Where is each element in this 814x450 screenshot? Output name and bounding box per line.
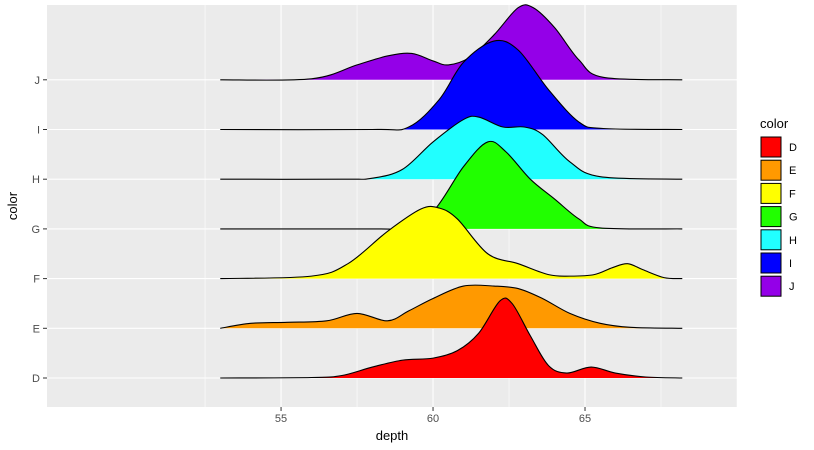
x-tick-label: 55 bbox=[275, 413, 287, 425]
legend-key-H bbox=[760, 229, 782, 251]
legend-label-I: I bbox=[789, 258, 792, 270]
legend-label-J: J bbox=[789, 281, 795, 293]
y-tick-label: F bbox=[33, 274, 40, 286]
y-tick-label: G bbox=[31, 224, 40, 236]
ridge-line-I bbox=[220, 39, 683, 131]
x-axis-title: depth bbox=[376, 428, 409, 443]
y-tick-label: D bbox=[32, 373, 40, 385]
ridge-area-I bbox=[220, 40, 683, 130]
x-tick-label: 65 bbox=[579, 413, 591, 425]
legend-key-E bbox=[760, 159, 782, 181]
ridges bbox=[220, 4, 683, 379]
legend-label-G: G bbox=[789, 212, 798, 224]
legend-key-I bbox=[760, 252, 782, 274]
legend-label-D: D bbox=[789, 142, 797, 154]
legend-key-F bbox=[760, 182, 782, 204]
ridge-area-J bbox=[220, 4, 683, 81]
legend-label-E: E bbox=[789, 165, 796, 177]
ridge-area-F bbox=[220, 206, 683, 279]
legend-key-D bbox=[760, 136, 782, 158]
legend-key-J bbox=[760, 275, 782, 297]
legend-label-F: F bbox=[789, 188, 796, 200]
y-axis-ticks: D E F G H I J bbox=[31, 75, 47, 385]
x-axis-ticks: 55 60 65 bbox=[275, 407, 591, 425]
legend-title: color bbox=[760, 116, 789, 131]
x-tick-label: 60 bbox=[427, 413, 439, 425]
y-tick-label: H bbox=[32, 174, 40, 186]
legend-key-G bbox=[760, 206, 782, 228]
ridge-line-F bbox=[220, 205, 683, 280]
y-tick-label: J bbox=[35, 75, 41, 87]
ridge-area-D bbox=[220, 298, 683, 378]
y-tick-label: I bbox=[37, 125, 40, 137]
ridge-line-H bbox=[220, 115, 683, 180]
ridge-area-H bbox=[220, 116, 683, 180]
y-axis-title: color bbox=[5, 191, 20, 220]
ridge-area-E bbox=[220, 285, 683, 329]
legend-label-H: H bbox=[789, 235, 797, 247]
ridge-line-E bbox=[220, 284, 683, 329]
ridge-line-D bbox=[220, 297, 683, 379]
y-tick-label: E bbox=[33, 323, 40, 335]
